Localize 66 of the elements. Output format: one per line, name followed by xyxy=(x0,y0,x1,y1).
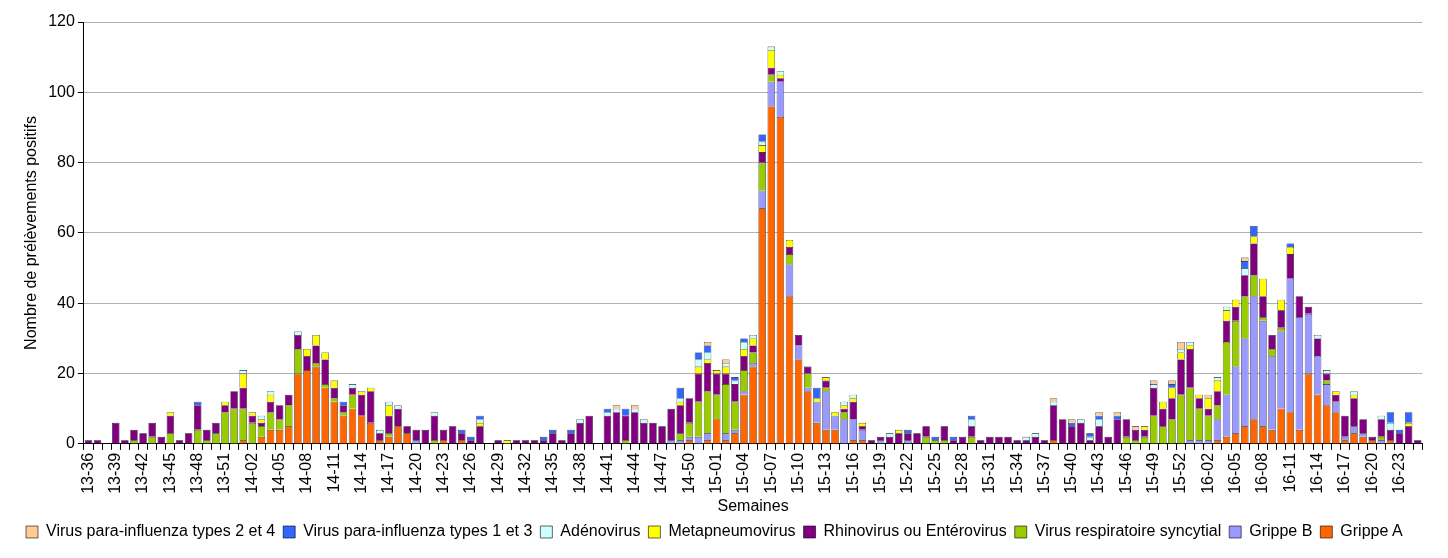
x-tick-label: 15-31 xyxy=(980,452,998,494)
legend-label: Adénovirus xyxy=(560,522,641,540)
legend-label: Rhinovirus ou Entérovirus xyxy=(823,522,1007,540)
x-tick-label: 14-20 xyxy=(406,452,424,494)
x-tick-label: 15-49 xyxy=(1144,452,1162,494)
x-tick-label: 15-43 xyxy=(1089,452,1107,494)
x-tick-label: 13-42 xyxy=(133,452,151,494)
x-tick-label: 15-01 xyxy=(707,452,725,494)
y-tick-label: 80 xyxy=(57,153,75,171)
x-tick-label: 14-32 xyxy=(515,452,533,494)
x-tick-label: 14-50 xyxy=(679,452,697,494)
x-tick-label: 15-25 xyxy=(925,452,943,494)
x-tick-label: 14-26 xyxy=(461,452,479,494)
x-tick-label: 14-44 xyxy=(625,452,643,494)
x-tick-label: 16-05 xyxy=(1226,452,1244,494)
x-tick-label: 15-07 xyxy=(761,452,779,494)
x-tick-label: 16-20 xyxy=(1362,452,1380,494)
x-tick-label: 14-17 xyxy=(379,452,397,494)
legend-label: Metapneumovirus xyxy=(668,522,796,540)
x-tick-label: 14-29 xyxy=(488,452,506,494)
x-tick-label: 16-11 xyxy=(1280,452,1298,493)
legend-label: Grippe B xyxy=(1249,522,1313,540)
x-tick-label: 13-51 xyxy=(215,452,233,494)
y-tick-label: 100 xyxy=(48,82,75,100)
x-tick-label: 13-36 xyxy=(78,452,96,494)
x-tick-label: 13-48 xyxy=(188,452,206,494)
x-tick-label: 16-23 xyxy=(1389,452,1407,494)
x-tick-label: 15-10 xyxy=(789,452,807,494)
legend-label: Virus para-influenza types 2 et 4 xyxy=(46,522,276,540)
x-tick-label: 14-14 xyxy=(352,452,369,494)
legend-label: Virus respiratoire syncytial xyxy=(1034,522,1222,540)
x-tick-label: 15-40 xyxy=(1062,452,1080,494)
x-tick-label: 15-28 xyxy=(952,452,970,494)
x-tick-label: 16-02 xyxy=(1198,452,1216,494)
x-tick-label: 14-02 xyxy=(242,452,260,494)
x-axis-title: Semaines xyxy=(717,496,789,514)
x-tick-label: 14-35 xyxy=(543,452,561,494)
x-tick-label: 14-38 xyxy=(570,452,588,494)
x-tick-label: 14-23 xyxy=(433,452,451,494)
x-tick-label: 16-08 xyxy=(1253,452,1271,494)
x-tick-label: 16-14 xyxy=(1308,452,1326,494)
x-tick-label: 15-46 xyxy=(1116,452,1134,494)
legend-label: Grippe A xyxy=(1340,522,1403,540)
y-tick-label: 20 xyxy=(57,363,75,381)
x-tick-label: 15-34 xyxy=(1007,452,1025,494)
x-tick-label: 15-19 xyxy=(870,452,888,494)
y-tick-label: 40 xyxy=(57,293,75,311)
y-axis-title: Nombre de prélèvements positifs xyxy=(22,115,40,350)
x-tick-label: 15-16 xyxy=(843,452,861,494)
y-tick-label: 0 xyxy=(65,434,75,452)
x-tick-label: 15-04 xyxy=(734,452,752,494)
y-tick-label: 60 xyxy=(57,223,75,241)
x-tick-label: 15-22 xyxy=(898,452,916,494)
x-tick-label: 15-37 xyxy=(1034,452,1052,494)
x-tick-label: 14-47 xyxy=(652,452,670,494)
x-tick-label: 15-13 xyxy=(816,452,834,494)
x-tick-label: 14-08 xyxy=(297,452,315,494)
legend-label: Virus para-influenza types 1 et 3 xyxy=(303,522,533,540)
x-tick-label: 13-39 xyxy=(106,452,124,494)
x-tick-label: 16-17 xyxy=(1335,452,1353,494)
x-tick-label: 14-11 xyxy=(324,452,342,493)
x-tick-label: 14-05 xyxy=(270,452,288,494)
x-tick-label: 15-52 xyxy=(1171,452,1189,494)
x-tick-label: 13-45 xyxy=(160,452,178,494)
y-tick-label: 120 xyxy=(48,12,75,30)
x-tick-label: 14-41 xyxy=(597,452,615,494)
